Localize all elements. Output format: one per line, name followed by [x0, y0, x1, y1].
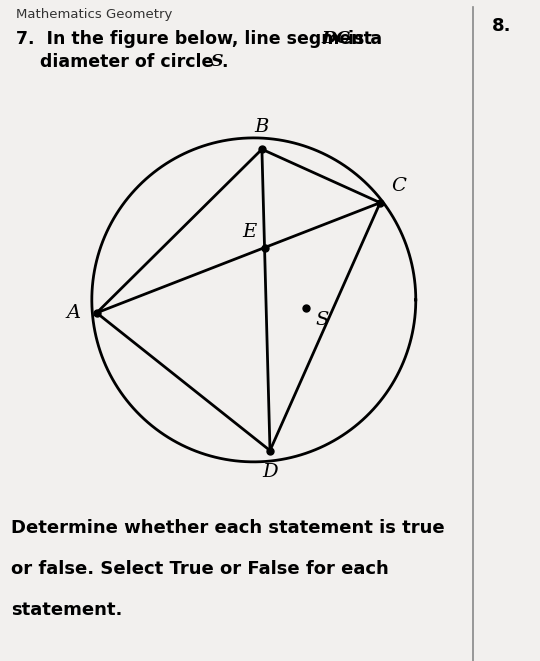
Text: .: . — [221, 53, 228, 71]
Text: S: S — [315, 311, 329, 329]
Text: 8.: 8. — [491, 17, 511, 34]
Text: 7.  In the figure below, line segment: 7. In the figure below, line segment — [16, 30, 372, 48]
Text: diameter of circle: diameter of circle — [16, 53, 214, 71]
Text: D: D — [262, 463, 278, 481]
Text: or false. Select True or False for each: or false. Select True or False for each — [11, 560, 389, 578]
Text: B: B — [255, 118, 269, 136]
Text: Determine whether each statement is true: Determine whether each statement is true — [11, 519, 444, 537]
Text: C: C — [392, 176, 407, 194]
Text: statement.: statement. — [11, 601, 122, 619]
Text: E: E — [242, 223, 256, 241]
Text: DC: DC — [321, 30, 350, 47]
Text: A: A — [66, 304, 80, 322]
Text: Mathematics Geometry: Mathematics Geometry — [16, 8, 173, 21]
Text: S: S — [211, 53, 223, 70]
Text: is a: is a — [348, 30, 382, 48]
